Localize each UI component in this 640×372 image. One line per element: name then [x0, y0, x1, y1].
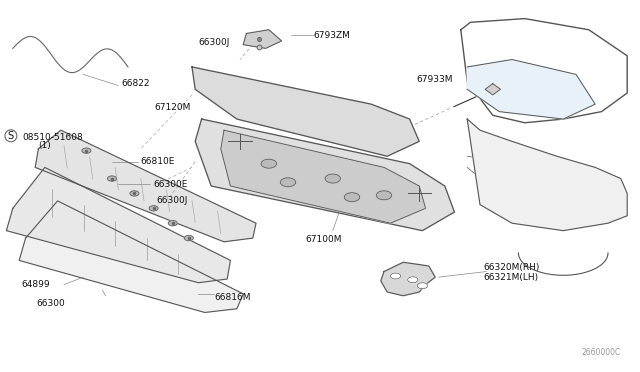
Text: 67120M: 67120M [155, 103, 191, 112]
Polygon shape [467, 119, 627, 231]
Text: 66822: 66822 [122, 79, 150, 88]
Text: 66300E: 66300E [154, 180, 188, 189]
Text: 66300: 66300 [37, 299, 65, 308]
Text: 08510-51608: 08510-51608 [22, 133, 83, 142]
Text: 66816M: 66816M [214, 293, 251, 302]
Text: 66320M(RH): 66320M(RH) [483, 263, 540, 272]
Polygon shape [195, 119, 454, 231]
Circle shape [168, 221, 177, 226]
Polygon shape [35, 130, 256, 242]
Circle shape [184, 235, 193, 241]
Polygon shape [6, 167, 230, 283]
Text: 66300J: 66300J [157, 196, 188, 205]
Text: 66300J: 66300J [198, 38, 230, 47]
Circle shape [408, 277, 418, 283]
Text: 66321M(LH): 66321M(LH) [483, 273, 538, 282]
Circle shape [261, 159, 276, 168]
Text: 67933M: 67933M [416, 76, 452, 84]
Text: 64899: 64899 [21, 280, 49, 289]
Polygon shape [485, 84, 500, 95]
Polygon shape [19, 201, 243, 312]
Text: 66300J: 66300J [339, 135, 371, 144]
Polygon shape [243, 30, 282, 48]
Text: 67100M: 67100M [305, 235, 342, 244]
Circle shape [376, 191, 392, 200]
Polygon shape [467, 60, 595, 119]
Circle shape [390, 273, 401, 279]
Circle shape [280, 178, 296, 187]
Circle shape [82, 148, 91, 153]
Circle shape [149, 206, 158, 211]
Polygon shape [381, 262, 435, 296]
Circle shape [325, 174, 340, 183]
Polygon shape [221, 130, 426, 223]
Text: (1): (1) [38, 141, 51, 150]
Circle shape [344, 193, 360, 202]
Text: 66810E: 66810E [141, 157, 175, 166]
Polygon shape [192, 67, 419, 156]
Circle shape [130, 191, 139, 196]
Text: 6793ZM: 6793ZM [314, 31, 351, 40]
Text: 2660000C: 2660000C [582, 348, 621, 357]
Circle shape [108, 176, 116, 181]
Circle shape [417, 283, 428, 289]
Text: S: S [8, 131, 14, 141]
